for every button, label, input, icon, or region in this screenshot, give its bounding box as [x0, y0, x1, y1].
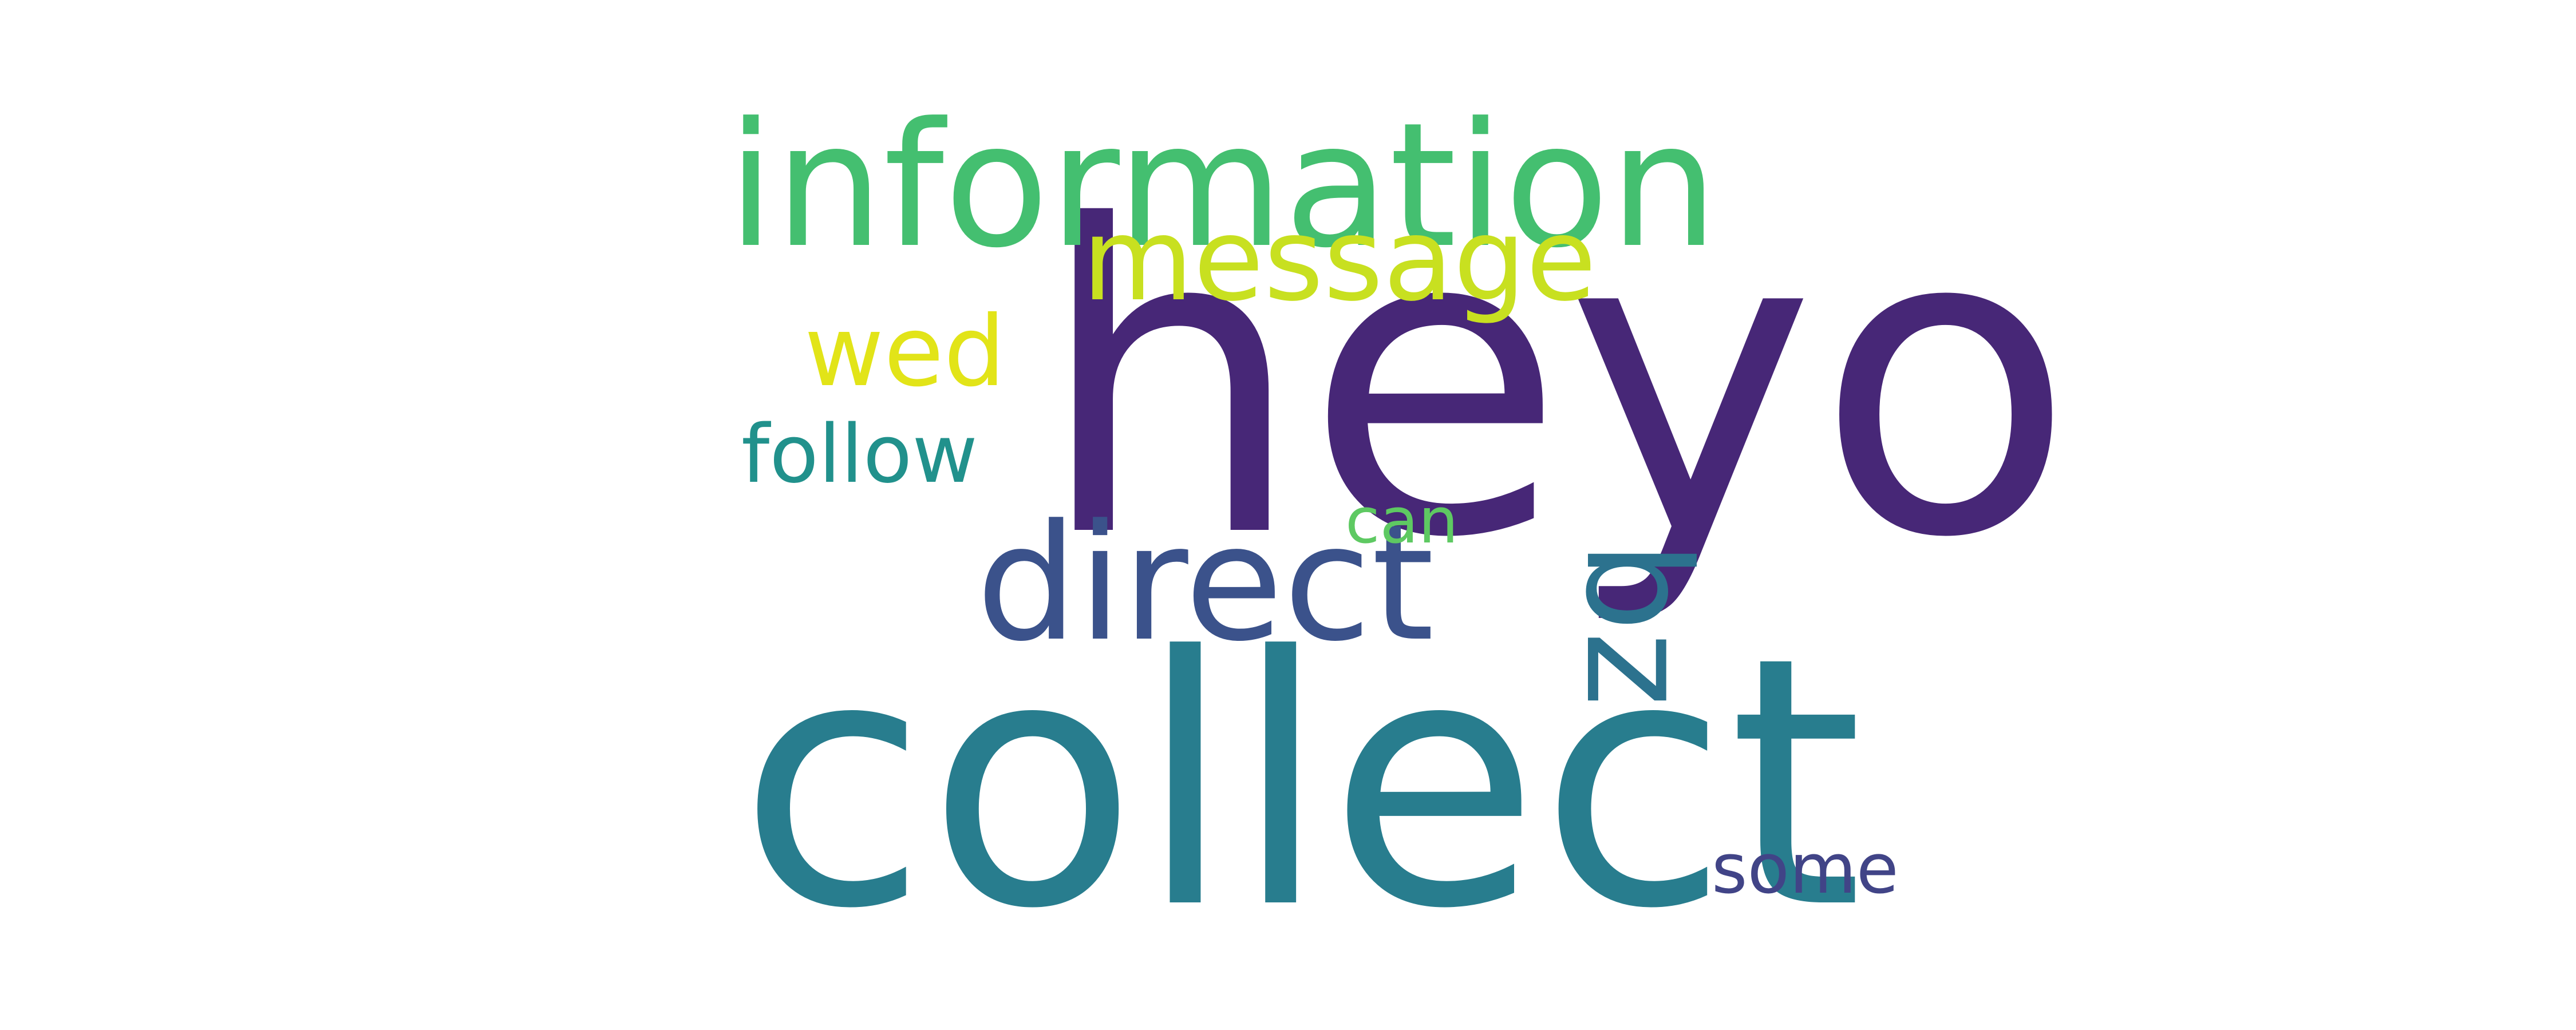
word-collect: collect — [738, 584, 1863, 984]
word-wed: wed — [804, 295, 1006, 409]
word-follow: follow — [741, 408, 978, 501]
word-heyo: heyo — [1036, 137, 2075, 630]
word-bz: bz — [1554, 541, 1721, 707]
word-message: message — [1082, 193, 1597, 327]
word-direct: direct — [976, 490, 1435, 677]
word-information: information — [727, 86, 1718, 286]
word-some: some — [1712, 830, 1899, 909]
word-can: can — [1345, 484, 1459, 557]
